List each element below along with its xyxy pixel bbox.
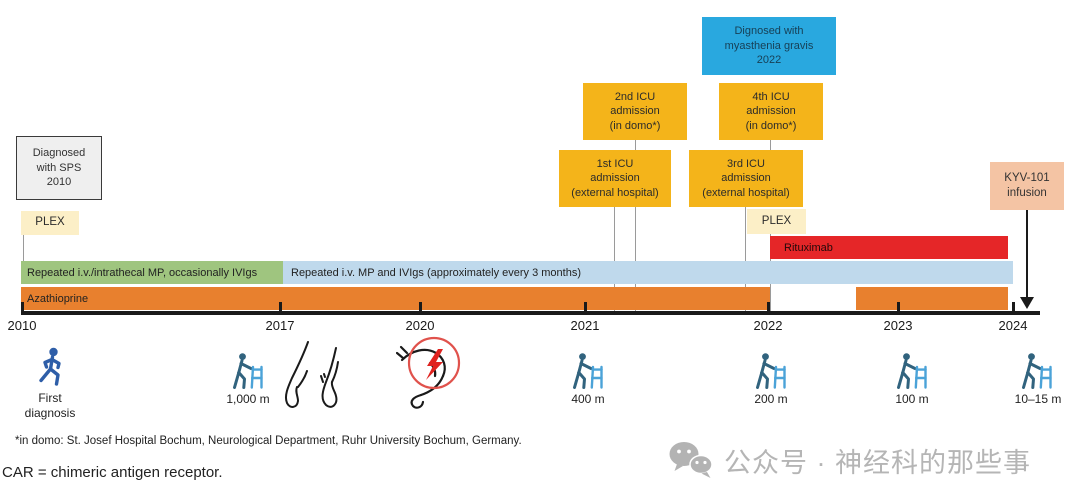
distance-400m-label: 400 m: [571, 392, 605, 406]
tick-2010: [21, 302, 24, 311]
mp-ivigs-label: Repeated i.v. MP and IVIgs (approximatel…: [291, 266, 582, 279]
azathioprine-label: Azathioprine: [27, 292, 89, 305]
timeline-axis: [21, 311, 1040, 315]
year-label-2021: 2021: [570, 318, 600, 333]
icu1-box: 1st ICU admission (external hospital): [559, 150, 671, 207]
distance-10-15m-label: 10–15 m: [1014, 392, 1062, 406]
kyv-line1: KYV-101: [1004, 171, 1050, 184]
icu4-box: 4th ICU admission (in domo*): [719, 83, 823, 140]
icu2-line2: admission: [610, 105, 660, 118]
tick-2024: [1012, 302, 1015, 311]
person-walking-icon: [39, 347, 61, 386]
year-label-2010: 2010: [7, 318, 37, 333]
azathioprine-bar-2: [856, 287, 1008, 310]
person-walker-icon-2024: [1022, 352, 1052, 389]
kyv-line2: infusion: [1007, 187, 1047, 199]
icu1-line2: admission: [590, 172, 640, 185]
year-label-2020: 2020: [405, 318, 435, 333]
icu3-box: 3rd ICU admission (external hospital): [689, 150, 803, 207]
icu2-line3: (in domo*): [609, 119, 661, 132]
watermark: 公众号 · 神经科的那些事: [668, 440, 1031, 480]
mp-intrathecal-label: Repeated i.v./intrathecal MP, occasional…: [27, 266, 258, 279]
rituximab-bar: Rituximab: [770, 236, 1008, 259]
icu1-line3: (external hospital): [571, 186, 659, 199]
wechat-icon: [669, 442, 713, 478]
first-diagnosis-line1: First: [38, 391, 62, 405]
leg-spasm-sketch: [396, 336, 461, 409]
plex-2010-box: PLEX: [21, 211, 79, 235]
connector-icu2-lower: [635, 207, 636, 311]
distance-1000m-label: 1,000 m: [226, 392, 270, 406]
connector-icu2-upper: [635, 140, 636, 150]
mg-line3: 2022: [756, 54, 782, 67]
person-walker-icon-2023: [897, 352, 927, 389]
icu2-line1: 2nd ICU: [614, 90, 656, 103]
kyv-arrow-line: [1026, 210, 1028, 298]
in-domo-footnote: *in domo: St. Josef Hospital Bochum, Neu…: [15, 435, 522, 447]
distance-100m-label: 100 m: [895, 392, 929, 406]
tick-2021: [584, 302, 587, 311]
icu3-line2: admission: [721, 172, 771, 185]
down-arrow-icon: [1020, 297, 1034, 309]
sps-line1: Diagnosed: [32, 147, 86, 160]
kyv-infusion-box: KYV-101 infusion: [990, 162, 1064, 210]
mp-ivigs-bar: Repeated i.v. MP and IVIgs (approximatel…: [283, 261, 1013, 284]
connector-icu4-upper: [770, 140, 771, 150]
first-diagnosis-line2: diagnosis: [24, 406, 76, 420]
person-walker-icon-2022: [756, 352, 786, 389]
year-label-2023: 2023: [883, 318, 913, 333]
car-footnote: CAR = chimeric antigen receptor.: [2, 464, 223, 481]
first-diagnosis-label: First diagnosis: [8, 391, 92, 421]
distance-200m-label: 200 m: [754, 392, 788, 406]
plex-2022-label: PLEX: [761, 214, 792, 227]
icu1-line1: 1st ICU: [596, 157, 634, 170]
icu2-box: 2nd ICU admission (in domo*): [583, 83, 687, 140]
mg-line1: Dignosed with: [734, 25, 804, 38]
year-label-2022: 2022: [753, 318, 783, 333]
rituximab-label: Rituximab: [784, 241, 833, 254]
icu4-line2: admission: [746, 105, 796, 118]
icu4-line3: (in domo*): [745, 119, 797, 132]
sps-line2: with SPS: [36, 161, 82, 174]
connector-icu3: [745, 207, 746, 311]
plex-2010-label: PLEX: [35, 216, 65, 229]
azathioprine-bar: Azathioprine: [21, 287, 770, 310]
tick-2017: [279, 302, 282, 311]
plex-2022-box: PLEX: [747, 209, 806, 234]
icu3-line3: (external hospital): [702, 186, 790, 199]
connector-icu1: [614, 207, 615, 311]
tick-2022: [767, 302, 770, 311]
icu4-line1: 4th ICU: [752, 90, 790, 103]
mg-diagnosis-box: Dignosed with myasthenia gravis 2022: [702, 17, 836, 75]
sps-line3: 2010: [46, 176, 72, 189]
year-label-2024: 2024: [998, 318, 1028, 333]
year-label-2017: 2017: [265, 318, 295, 333]
mg-line2: myasthenia gravis: [724, 39, 814, 52]
watermark-text: 公众号 · 神经科的那些事: [724, 447, 1031, 478]
mp-intrathecal-bar: Repeated i.v./intrathecal MP, occasional…: [21, 261, 283, 284]
tick-2020: [419, 302, 422, 311]
connector-plex2010: [23, 235, 24, 261]
person-walker-icon-2021: [573, 352, 603, 389]
person-walker-icon-2017: [233, 352, 263, 389]
sps-diagnosis-box: Diagnosed with SPS 2010: [16, 136, 102, 200]
icu3-line1: 3rd ICU: [727, 157, 765, 170]
tiptoe-feet-sketch: [284, 341, 339, 408]
tick-2023: [897, 302, 900, 311]
